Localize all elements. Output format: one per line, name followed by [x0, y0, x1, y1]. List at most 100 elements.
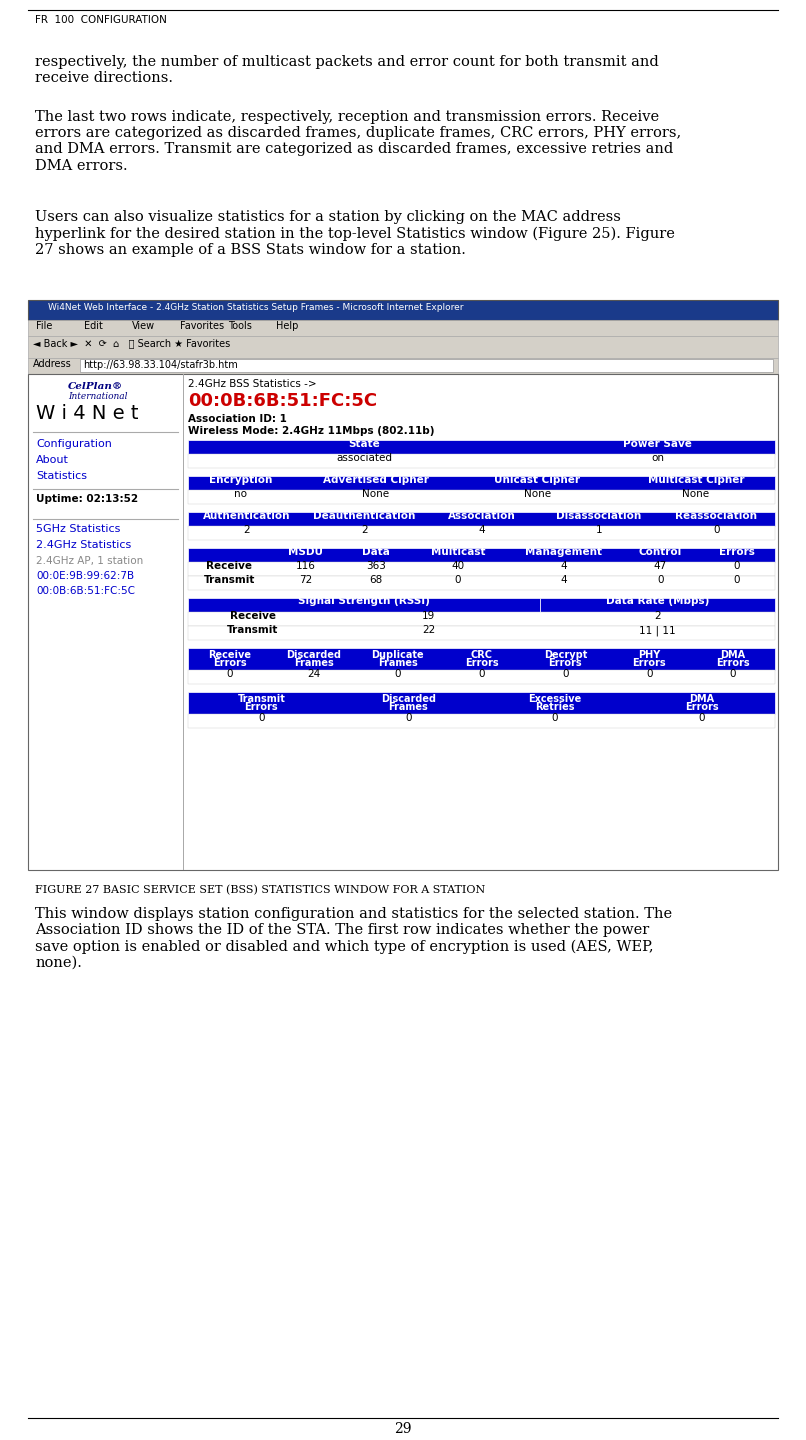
Text: PHY: PHY [638, 649, 660, 660]
Text: 0: 0 [733, 575, 740, 585]
Text: Reassociation: Reassociation [675, 511, 758, 521]
Text: Data Rate (Mbps): Data Rate (Mbps) [606, 596, 709, 606]
Text: 11 | 11: 11 | 11 [639, 625, 676, 635]
Text: FR  100  CONFIGURATION: FR 100 CONFIGURATION [35, 14, 167, 24]
Text: 4: 4 [560, 562, 567, 572]
Text: 72: 72 [299, 575, 312, 585]
Bar [188, 598, 540, 612]
Text: 0: 0 [226, 670, 233, 680]
Text: Address: Address [33, 359, 72, 369]
Bar [188, 513, 775, 526]
Text: 00:0B:6B:51:FC:5C: 00:0B:6B:51:FC:5C [188, 392, 377, 410]
Text: FIGURE 27 BASIC SERVICE SET (BSS) STATISTICS WINDOW FOR A STATION: FIGURE 27 BASIC SERVICE SET (BSS) STATIS… [35, 886, 485, 896]
Text: 2: 2 [243, 526, 250, 536]
Text: Tools: Tools [228, 321, 251, 331]
Text: 2.4GHz BSS Statistics ->: 2.4GHz BSS Statistics -> [188, 379, 317, 389]
Bar [188, 693, 775, 714]
Text: Transmit: Transmit [203, 575, 255, 585]
Text: State: State [348, 439, 380, 449]
Text: 0: 0 [551, 713, 558, 723]
Text: Discarded: Discarded [286, 649, 341, 660]
Text: 4: 4 [560, 575, 567, 585]
Text: 0: 0 [455, 575, 461, 585]
Bar [188, 576, 775, 590]
Text: About: About [36, 455, 69, 465]
Text: Retries: Retries [535, 701, 575, 711]
Text: Frames: Frames [388, 701, 428, 711]
Text: 22: 22 [422, 625, 435, 635]
Text: Frames: Frames [378, 658, 418, 668]
Text: Data: Data [362, 547, 390, 557]
Bar [188, 562, 775, 576]
Bar [28, 336, 778, 359]
Text: 2.4GHz AP, 1 station: 2.4GHz AP, 1 station [36, 556, 143, 566]
Bar [188, 626, 775, 639]
Text: Transmit: Transmit [226, 625, 278, 635]
Text: 0: 0 [394, 670, 401, 680]
Text: 0: 0 [729, 670, 737, 680]
Text: Disassociation: Disassociation [556, 511, 642, 521]
Text: View: View [132, 321, 155, 331]
Bar [188, 549, 775, 562]
Bar [80, 359, 773, 372]
Text: 0: 0 [657, 575, 664, 585]
Text: Duplicate: Duplicate [372, 649, 424, 660]
Text: Deauthentication: Deauthentication [313, 511, 415, 521]
Text: Errors: Errors [717, 658, 750, 668]
Text: Transmit: Transmit [238, 694, 285, 704]
Text: Encryption: Encryption [209, 475, 272, 485]
Bar [188, 441, 775, 454]
Text: Receive: Receive [230, 611, 276, 621]
Text: The last two rows indicate, respectively, reception and transmission errors. Rec: The last two rows indicate, respectively… [35, 109, 681, 173]
Text: 47: 47 [654, 562, 667, 572]
Text: 0: 0 [646, 670, 653, 680]
Text: Edit: Edit [84, 321, 103, 331]
Text: CRC: CRC [471, 649, 492, 660]
Text: no: no [235, 490, 247, 500]
Text: associated: associated [336, 454, 392, 464]
Bar [188, 670, 775, 684]
Text: respectively, the number of multicast packets and error count for both transmit : respectively, the number of multicast pa… [35, 55, 659, 85]
Text: Errors: Errors [465, 658, 498, 668]
Text: Errors: Errors [685, 701, 718, 711]
Text: ◄ Back ►  ✕  ⟳  ⌂   ⌕ Search ★ Favorites: ◄ Back ► ✕ ⟳ ⌂ ⌕ Search ★ Favorites [33, 338, 231, 348]
Text: W i 4 N e t: W i 4 N e t [36, 405, 139, 423]
Text: Decrypt: Decrypt [544, 649, 587, 660]
Text: 363: 363 [366, 562, 386, 572]
Bar [188, 477, 775, 490]
Text: 29: 29 [394, 1423, 412, 1436]
Text: 2: 2 [361, 526, 368, 536]
Text: Users can also visualize statistics for a station by clicking on the MAC address: Users can also visualize statistics for … [35, 210, 675, 256]
Text: Signal Strength (RSSI): Signal Strength (RSSI) [298, 596, 430, 606]
Text: Receive: Receive [209, 649, 251, 660]
Text: 2: 2 [654, 611, 661, 621]
Text: 0: 0 [478, 670, 484, 680]
Text: 00:0B:6B:51:FC:5C: 00:0B:6B:51:FC:5C [36, 586, 135, 596]
Bar [188, 490, 775, 504]
Text: Help: Help [276, 321, 298, 331]
Text: Power Save: Power Save [623, 439, 692, 449]
Text: Errors: Errors [633, 658, 666, 668]
Text: File: File [36, 321, 52, 331]
Text: Management: Management [526, 547, 602, 557]
Bar [188, 454, 775, 468]
Text: 24: 24 [307, 670, 321, 680]
Text: MSDU: MSDU [288, 547, 323, 557]
Text: 0: 0 [713, 526, 720, 536]
Text: This window displays station configuration and statistics for the selected stati: This window displays station configurati… [35, 907, 672, 971]
Text: Errors: Errors [719, 547, 754, 557]
Text: None: None [524, 490, 550, 500]
Text: Association: Association [447, 511, 515, 521]
Text: Unicast Cipher: Unicast Cipher [494, 475, 580, 485]
Bar [28, 359, 778, 374]
Text: 40: 40 [451, 562, 464, 572]
Text: 0: 0 [698, 713, 705, 723]
Text: Frames: Frames [294, 658, 334, 668]
Bar [188, 714, 775, 729]
Text: Errors: Errors [244, 701, 278, 711]
Text: Errors: Errors [549, 658, 582, 668]
Bar [188, 612, 775, 626]
Bar [28, 374, 778, 870]
Bar [188, 648, 775, 670]
Text: 00:0E:9B:99:62:7B: 00:0E:9B:99:62:7B [36, 572, 134, 580]
